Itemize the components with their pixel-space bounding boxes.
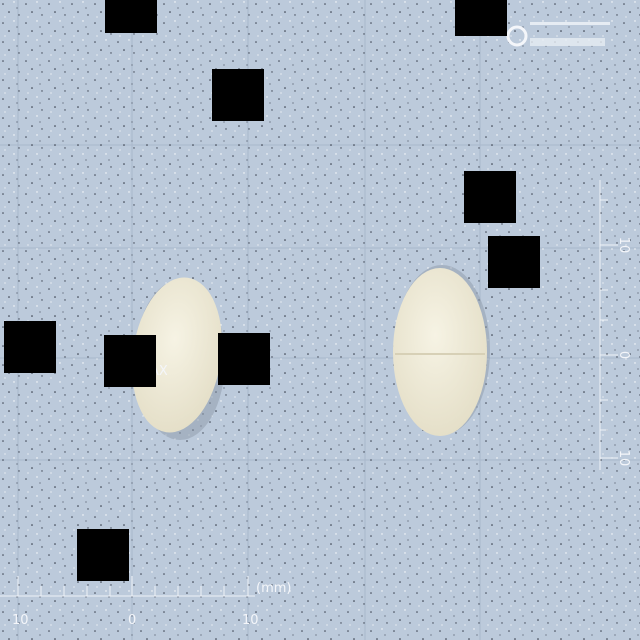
ruler-label: 0 bbox=[616, 351, 631, 359]
ruler-label: 10 bbox=[242, 613, 259, 628]
ruler-label: 10 bbox=[616, 450, 631, 467]
ruler-label: 0 bbox=[128, 613, 136, 628]
ruler-bottom bbox=[0, 576, 255, 597]
ruler-label: 10 bbox=[12, 613, 29, 628]
ruler-unit: (mm) bbox=[256, 581, 291, 596]
logo bbox=[506, 22, 610, 47]
occlusions bbox=[4, 0, 540, 581]
ruler-right bbox=[599, 180, 618, 470]
pill bbox=[132, 277, 222, 433]
pill bbox=[393, 268, 487, 436]
ruler-label: 10 bbox=[616, 237, 631, 254]
